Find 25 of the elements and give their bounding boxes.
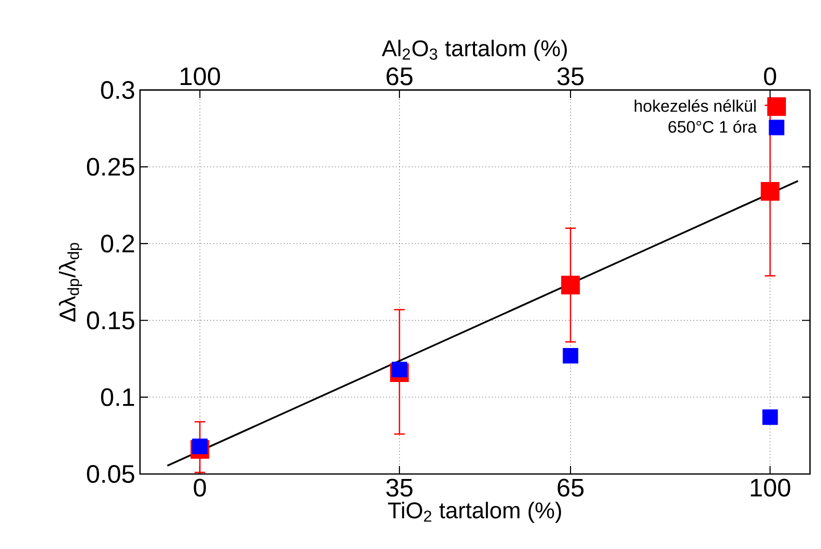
x-axis-title: TiO$_{2}$ tartalom (%) <box>388 502 562 523</box>
x-tick-label: 0 <box>194 478 206 497</box>
x2-tick-label: 35 <box>557 67 584 86</box>
point <box>562 348 578 364</box>
y-tick-label: 0.3 <box>101 81 134 99</box>
y-tick-label: 0.2 <box>101 234 134 253</box>
point <box>192 438 208 454</box>
x2-tick-label: 100 <box>180 67 220 86</box>
point <box>392 362 408 378</box>
y-tick-label: 0.05 <box>86 465 134 483</box>
x2-tick-label: 65 <box>386 67 412 86</box>
x-tick-label: 100 <box>750 478 790 497</box>
y-tick-label: 0.15 <box>86 311 134 330</box>
x2-axis-title: Al$_{2}$O$_{3}$ tartalom (%) <box>382 40 567 61</box>
y-axis-title: Δλ$_{dp}$/λ$_{dp}$ <box>58 242 82 322</box>
legend-label: hokezelés nélkül <box>634 99 756 112</box>
point <box>561 276 580 294</box>
point <box>760 182 780 201</box>
x-tick-label: 65 <box>558 478 584 497</box>
point <box>762 409 778 425</box>
y-tick-label: 0.1 <box>101 388 134 406</box>
y-tick-label: 0.25 <box>86 158 134 176</box>
x2-tick-label: 0 <box>764 67 776 86</box>
x-tick-label: 35 <box>386 478 412 497</box>
legend-label: 650°C 1 óra <box>668 120 757 133</box>
